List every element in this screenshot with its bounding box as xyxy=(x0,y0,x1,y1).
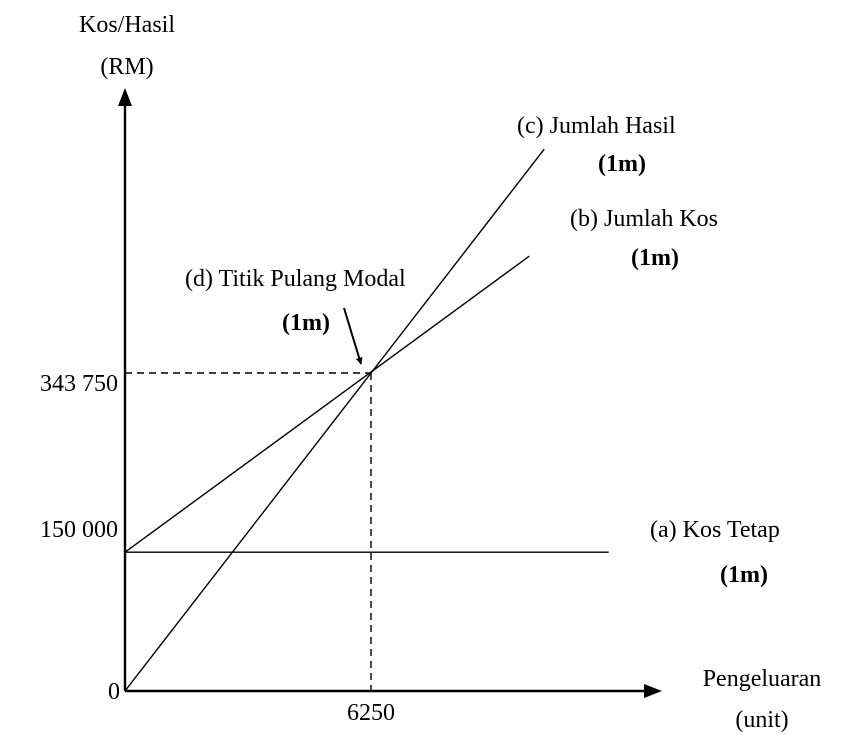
series-mark-kos-tetap: (1m) xyxy=(720,562,768,588)
x-tick-label-6250: 6250 xyxy=(347,700,395,726)
y-axis-arrow xyxy=(118,88,132,106)
x-axis-label-line2: (unit) xyxy=(735,707,788,733)
x-axis-arrow xyxy=(644,684,662,698)
series-label-jumlah-kos: (b) Jumlah Kos xyxy=(570,206,718,232)
y-tick-label-150000: 150 000 xyxy=(40,517,118,543)
break-even-annotation-label: (d) Titik Pulang Modal xyxy=(185,266,406,292)
series-line-jumlah-hasil xyxy=(124,148,545,692)
series-mark-jumlah-hasil: (1m) xyxy=(598,151,646,177)
break-even-pointer-arrow xyxy=(343,307,363,365)
y-tick-label-343750: 343 750 xyxy=(40,371,118,397)
origin-label: 0 xyxy=(108,679,120,705)
series-mark-jumlah-kos: (1m) xyxy=(631,245,679,271)
break-even-annotation-mark: (1m) xyxy=(282,310,330,336)
x-axis-label-line1: Pengeluaran xyxy=(703,666,822,692)
y-axis-label-line1: Kos/Hasil xyxy=(79,12,175,38)
series-label-jumlah-hasil: (c) Jumlah Hasil xyxy=(517,113,676,139)
series-line-jumlah-kos xyxy=(124,255,530,553)
y-axis-label-line2: (RM) xyxy=(100,54,153,80)
series-label-kos-tetap: (a) Kos Tetap xyxy=(650,517,780,543)
